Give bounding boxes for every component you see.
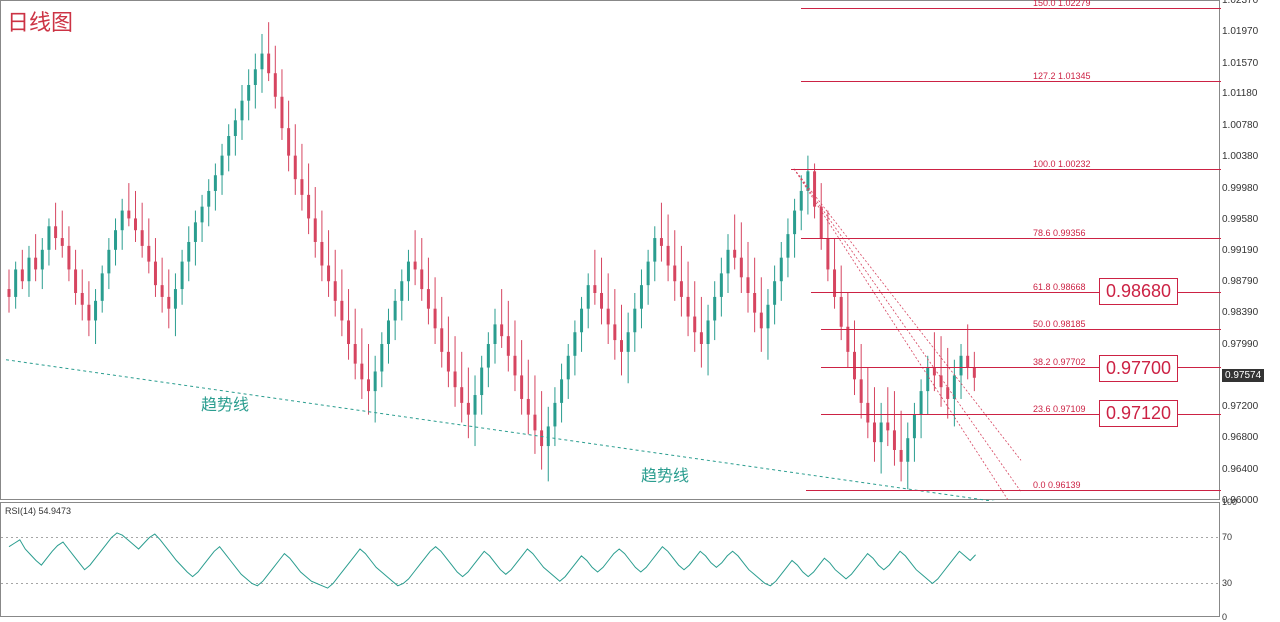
fib-label: 61.8 0.98668	[1033, 282, 1086, 292]
y-tick: 0.96400	[1222, 464, 1258, 475]
y-tick: 1.01570	[1222, 58, 1258, 69]
y-tick: 0.96800	[1222, 432, 1258, 443]
fib-label: 100.0 1.00232	[1033, 159, 1091, 169]
y-tick: 1.02370	[1222, 0, 1258, 6]
y-tick: 1.00780	[1222, 120, 1258, 131]
price-callout: 0.97700	[1099, 355, 1178, 382]
fib-line	[791, 169, 1221, 170]
rsi-y-axis: 03070100	[1222, 502, 1280, 617]
rsi-tick: 30	[1222, 578, 1232, 588]
y-tick: 0.97200	[1222, 401, 1258, 412]
chart-title: 日线图	[7, 5, 73, 37]
fib-label: 127.2 1.01345	[1033, 71, 1091, 81]
y-tick: 0.98790	[1222, 276, 1258, 287]
y-tick: 0.97990	[1222, 339, 1258, 350]
y-tick: 1.01180	[1222, 88, 1257, 99]
y-tick: 1.01970	[1222, 26, 1258, 37]
rsi-chart[interactable]: RSI(14) 54.9473	[0, 502, 1220, 617]
price-chart[interactable]: 日线图 趋势线 趋势线 150.0 1.02279 127.2 1.01345 10…	[0, 0, 1220, 500]
price-callout: 0.97120	[1099, 400, 1178, 427]
fib-label: 23.6 0.97109	[1033, 404, 1086, 414]
rsi-svg	[1, 503, 1221, 618]
fib-line	[821, 329, 1221, 330]
y-tick: 0.99980	[1222, 183, 1258, 194]
rsi-label: RSI(14) 54.9473	[5, 506, 71, 516]
price-y-axis: 1.02370 1.01970 1.01570 1.01180 1.00780 1.003…	[1222, 0, 1280, 500]
rsi-tick: 100	[1222, 497, 1237, 507]
y-tick: 1.00380	[1222, 151, 1258, 162]
trendline-label-1: 趋势线	[201, 391, 249, 415]
current-price-marker: 0.97574	[1222, 369, 1264, 382]
rsi-tick: 0	[1222, 612, 1227, 622]
fib-label: 78.6 0.99356	[1033, 228, 1086, 238]
y-tick: 0.99580	[1222, 214, 1258, 225]
y-tick: 0.99190	[1222, 245, 1258, 256]
price-callout: 0.98680	[1099, 278, 1178, 305]
trendline-label-2: 趋势线	[641, 462, 689, 486]
fib-line	[801, 81, 1221, 82]
fib-label: 50.0 0.98185	[1033, 319, 1086, 329]
rsi-tick: 70	[1222, 532, 1232, 542]
fib-line	[801, 238, 1221, 239]
fib-label: 38.2 0.97702	[1033, 357, 1086, 367]
y-tick: 0.98390	[1222, 307, 1258, 318]
fib-line	[806, 490, 1221, 491]
fib-line	[801, 8, 1221, 9]
fib-label: 150.0 1.02279	[1033, 0, 1091, 8]
fib-label: 0.0 0.96139	[1033, 480, 1081, 490]
